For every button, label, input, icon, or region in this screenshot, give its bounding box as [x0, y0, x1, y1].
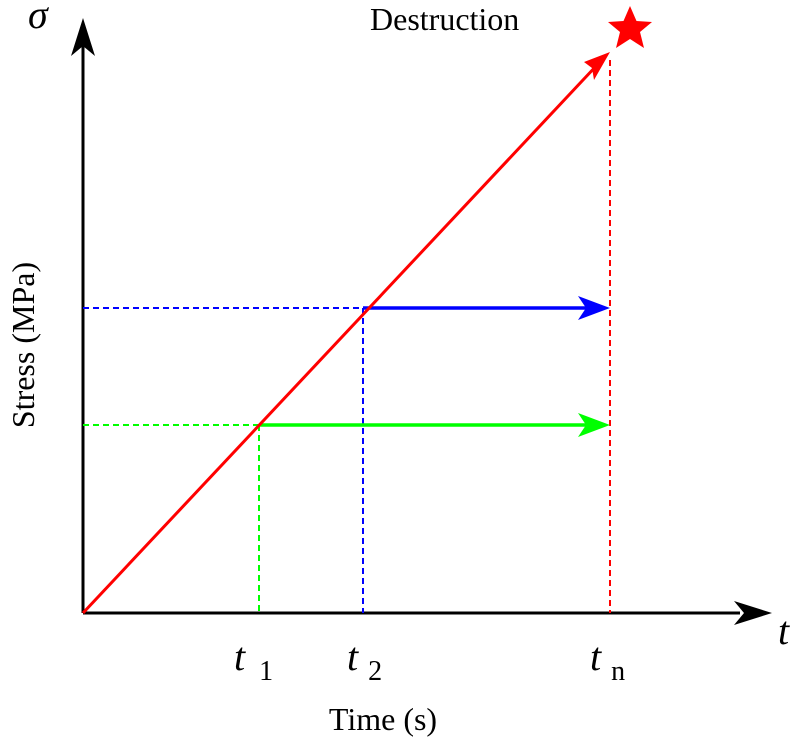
destruction-star-icon — [608, 6, 652, 48]
x-axis-label: Time (s) — [329, 701, 437, 737]
hold-line-t1-arrowhead — [578, 413, 610, 437]
x-axis-symbol: t — [778, 608, 790, 653]
y-axis-label: Stress (MPa) — [5, 262, 41, 428]
x-axis-arrowhead — [734, 601, 772, 625]
y-axis-symbol: σ — [28, 0, 49, 37]
loading-ramp-line — [81, 62, 600, 615]
hold-line-t2-arrowhead — [578, 296, 610, 320]
loading-ramp-arrowhead — [584, 52, 610, 80]
destruction-label: Destruction — [370, 1, 519, 37]
y-axis-arrowhead — [71, 18, 95, 56]
